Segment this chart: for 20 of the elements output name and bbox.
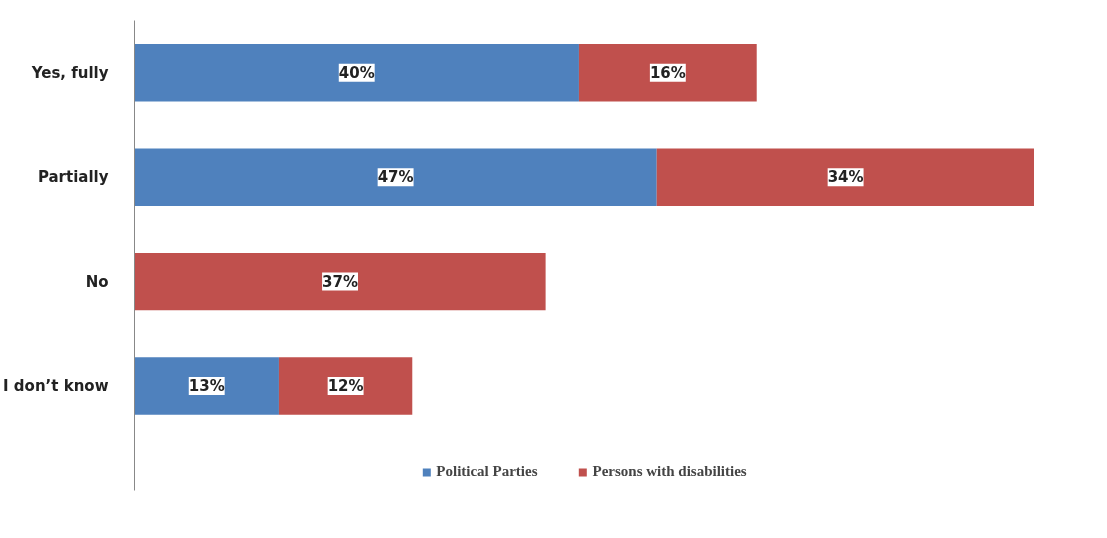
bar <box>656 148 1034 206</box>
bar <box>134 148 657 206</box>
data-label: 12% <box>327 377 364 396</box>
y-tick-label: No <box>85 272 109 291</box>
data-label: 47% <box>377 168 414 187</box>
bar <box>134 357 279 415</box>
y-tick-label: Partially <box>37 168 109 187</box>
y-tick-label: I don’t know <box>3 377 109 396</box>
data-label: 13% <box>188 377 225 396</box>
legend-label: Political Parties <box>436 463 538 480</box>
bar <box>578 44 757 102</box>
data-label: 34% <box>827 168 864 187</box>
data-label: 37% <box>322 272 359 291</box>
bar <box>278 357 413 415</box>
bar <box>134 252 546 311</box>
legend-label: Persons with disabilities <box>592 463 747 480</box>
data-label: 40% <box>338 63 375 82</box>
bar <box>134 44 579 102</box>
y-tick-label: Yes, fully <box>30 63 109 82</box>
data-label: 16% <box>649 63 686 82</box>
